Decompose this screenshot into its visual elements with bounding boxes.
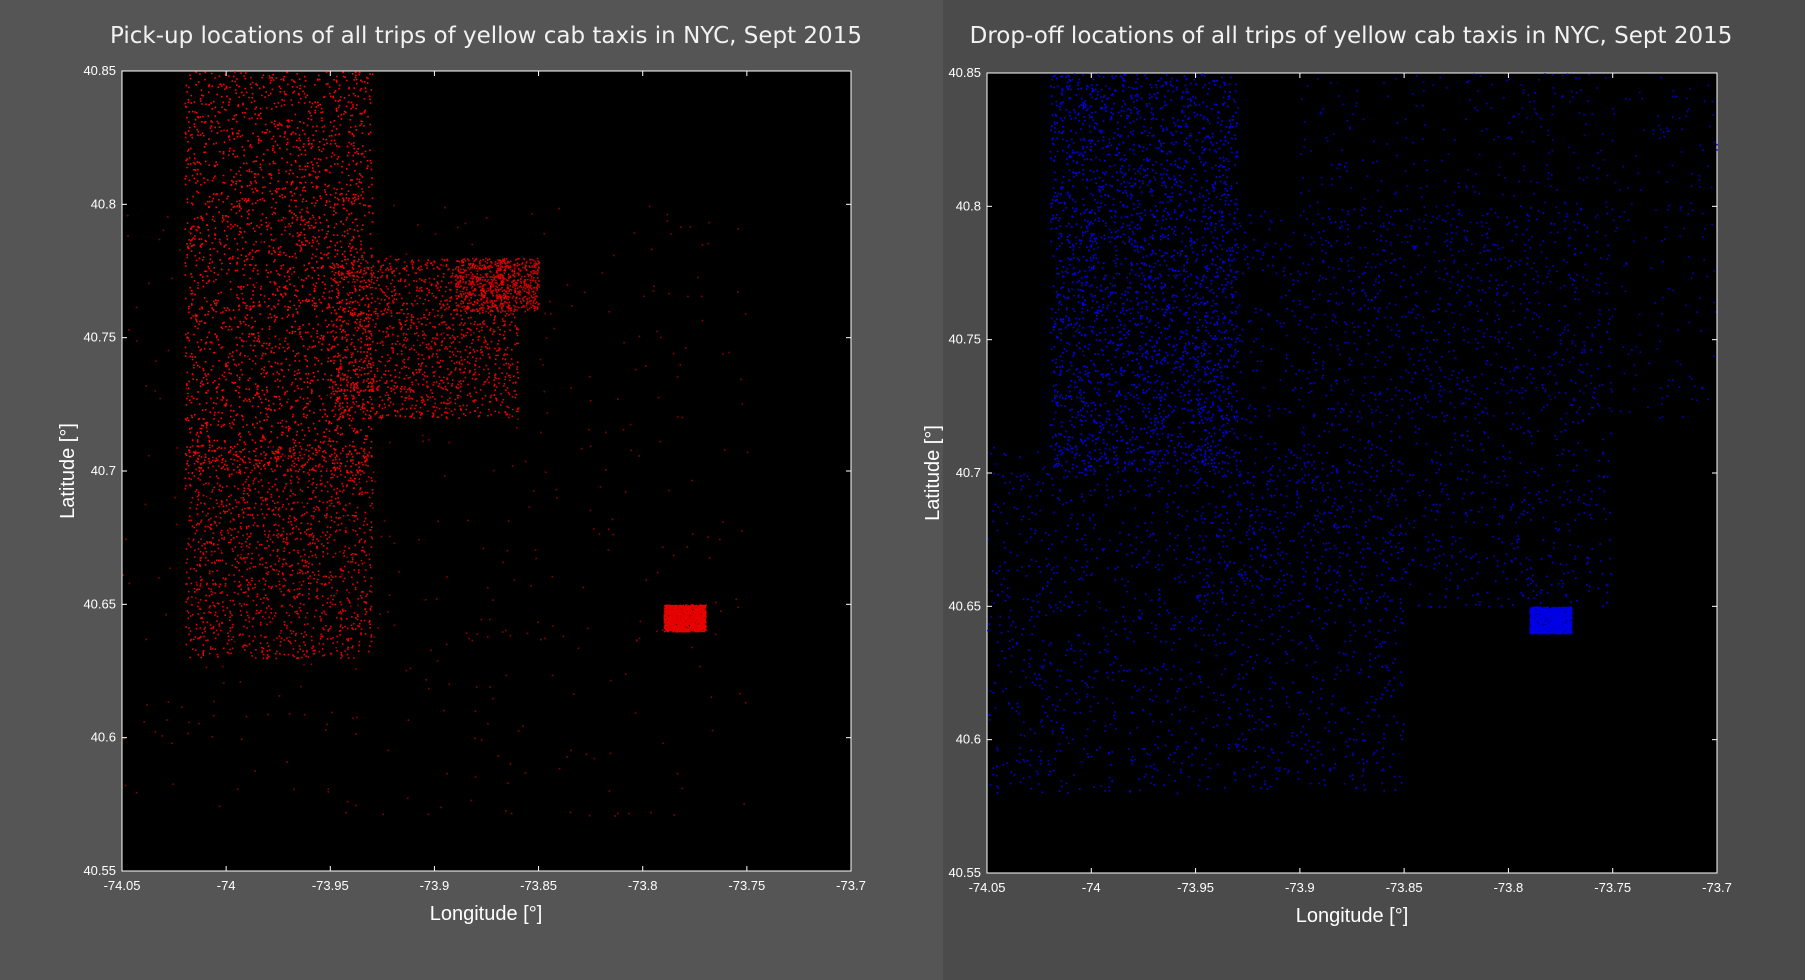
y-tick-label: 40.7	[91, 463, 116, 478]
x-tick-label: -73.75	[728, 878, 765, 893]
x-tick-label: -73.85	[520, 878, 557, 893]
x-tick-label: -74	[217, 878, 236, 893]
dropoff-y-axis-label: Latitude [°]	[922, 425, 944, 521]
y-tick-label: 40.55	[948, 865, 981, 880]
pickup-chart-title: Pick-up locations of all trips of yellow…	[110, 23, 862, 49]
density-point-cluster	[1529, 606, 1573, 635]
pickup-x-axis-label: Longitude [°]	[430, 903, 543, 925]
pickup-plot-area	[121, 70, 852, 872]
y-tick-label: 40.75	[948, 332, 981, 347]
x-tick-label: -73.7	[1702, 880, 1732, 895]
x-tick-label: -73.85	[1386, 880, 1423, 895]
pickup-chart-panel: Pick-up locations of all trips of yellow…	[57, 23, 866, 925]
y-tick-label: 40.7	[956, 465, 981, 480]
x-tick-label: -74.05	[969, 880, 1006, 895]
density-point-cluster	[455, 257, 541, 313]
y-tick-label: 40.8	[956, 198, 981, 213]
y-tick-label: 40.6	[91, 730, 116, 745]
y-tick-label: 40.65	[83, 596, 116, 611]
y-tick-label: 40.6	[956, 732, 981, 747]
dropoff-chart-title: Drop-off locations of all trips of yello…	[970, 23, 1733, 49]
x-tick-label: -73.7	[836, 878, 866, 893]
y-tick-label: 40.85	[83, 63, 116, 78]
x-tick-label: -73.9	[1285, 880, 1315, 895]
density-point-cluster	[987, 446, 1405, 795]
pickup-points	[122, 71, 749, 817]
y-tick-label: 40.55	[83, 863, 116, 878]
y-tick-label: 40.75	[83, 330, 116, 345]
x-tick-label: -73.95	[1177, 880, 1214, 895]
dropoff-points	[987, 73, 1718, 795]
y-tick-label: 40.65	[948, 598, 981, 613]
density-point-cluster	[330, 257, 520, 420]
pickup-y-axis-label: Latitude [°]	[57, 423, 79, 519]
y-tick-label: 40.8	[91, 196, 116, 211]
x-tick-label: -74	[1082, 880, 1101, 895]
pickup-axis-ticks: -74.05 -74 -73.95 -73.9 -73.85 -73.8 -73.75 -73…	[83, 63, 865, 893]
dropoff-chart-panel: Drop-off locations of all trips of yello…	[922, 23, 1732, 927]
dropoff-x-axis-label: Longitude [°]	[1296, 905, 1409, 927]
x-tick-label: -73.8	[628, 878, 658, 893]
dropoff-plot-area	[986, 72, 1718, 874]
x-tick-label: -73.95	[312, 878, 349, 893]
y-tick-label: 40.85	[948, 65, 981, 80]
x-tick-label: -73.9	[420, 878, 450, 893]
x-tick-label: -73.8	[1494, 880, 1524, 895]
density-point-cluster	[663, 604, 707, 633]
x-tick-label: -74.05	[104, 878, 141, 893]
dropoff-axis-ticks: -74.05 -74 -73.95 -73.9 -73.85 -73.8 -73.75 -73…	[948, 65, 1731, 895]
x-tick-label: -73.75	[1594, 880, 1631, 895]
